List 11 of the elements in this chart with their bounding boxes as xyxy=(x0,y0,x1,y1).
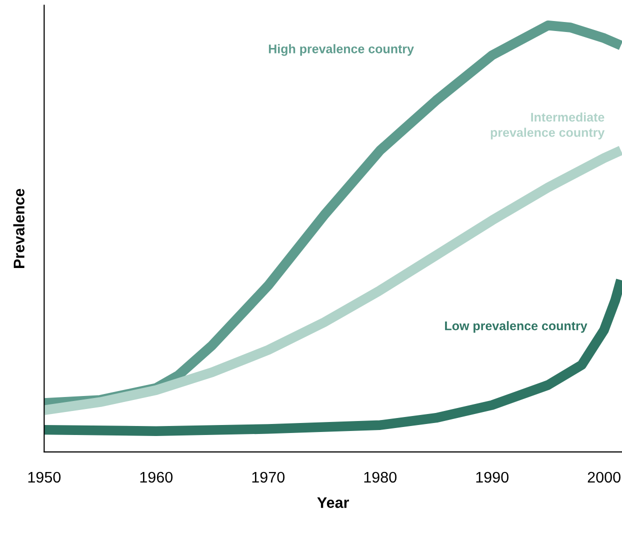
x-tick-label: 1970 xyxy=(252,472,285,483)
x-tick-label: 1960 xyxy=(140,472,173,483)
text: High prevalence country xyxy=(268,44,414,56)
x-tick-label: 2000 xyxy=(588,472,620,483)
x-tick-label: 1990 xyxy=(476,472,508,483)
y-axis-title: Prevalence xyxy=(13,188,24,268)
series-label: Intermediate prevalence country xyxy=(490,112,605,140)
series-label: Low prevalence country xyxy=(445,321,588,333)
x-axis-title: Year xyxy=(317,497,349,508)
x-tick-label: 1980 xyxy=(364,472,397,483)
x-tick-label: 1950 xyxy=(28,472,61,483)
